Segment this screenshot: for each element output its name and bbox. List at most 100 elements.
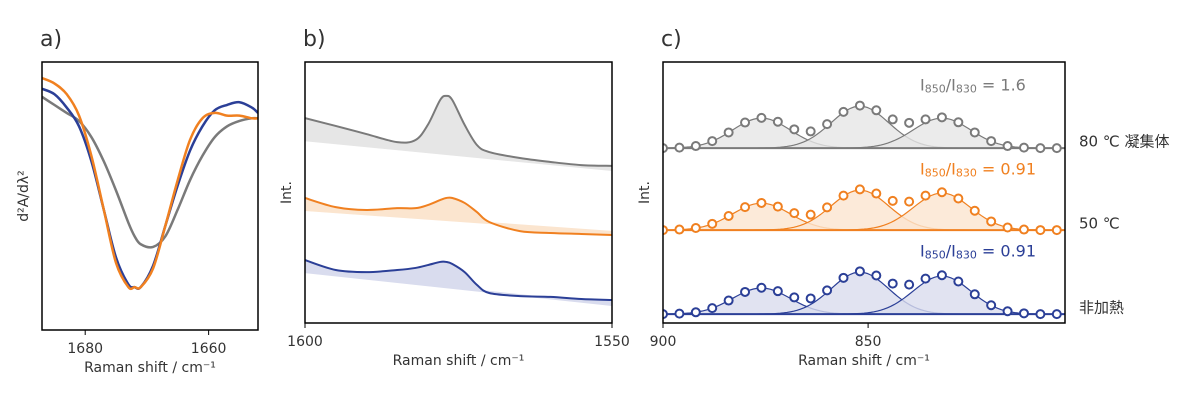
data-point	[674, 224, 685, 235]
data-point	[1035, 143, 1046, 154]
baseline	[305, 139, 612, 172]
data-point	[690, 307, 701, 318]
data-point	[707, 218, 718, 229]
data-point	[953, 117, 964, 128]
data-point	[1051, 225, 1062, 236]
data-point	[707, 136, 718, 147]
x-tick-label: 1680	[67, 341, 103, 357]
data-point	[887, 195, 898, 206]
data-point	[953, 193, 964, 204]
series-label: 80 ℃ 凝集体	[1079, 133, 1169, 151]
ratio-part: = 0.91	[977, 159, 1036, 178]
data-point	[920, 273, 931, 284]
data-point	[740, 202, 751, 213]
data-point	[805, 126, 816, 137]
data-point	[904, 117, 915, 128]
ratio-part: /I	[946, 159, 956, 178]
data-point	[690, 222, 701, 233]
data-point	[822, 119, 833, 130]
data-point	[969, 289, 980, 300]
data-point	[904, 196, 915, 207]
data-point	[871, 105, 882, 116]
data-point	[969, 205, 980, 216]
data-point	[936, 187, 947, 198]
data-point	[838, 106, 849, 117]
curve	[42, 76, 258, 291]
x-tick-label: 900	[650, 334, 677, 350]
plot-area	[305, 94, 612, 306]
curve	[42, 87, 258, 291]
panel-label: b)	[303, 27, 326, 52]
spectrum	[305, 196, 612, 237]
ratio-part: I	[920, 159, 925, 178]
data-point	[822, 202, 833, 213]
series-label: 50 ℃	[1079, 215, 1120, 233]
data-point	[1051, 143, 1062, 154]
x-tick-label: 1600	[287, 334, 323, 350]
plot-area	[663, 100, 1065, 320]
x-axis-label: Raman shift / cm⁻¹	[84, 360, 216, 376]
area	[305, 260, 612, 305]
data-point	[969, 127, 980, 138]
ratio-part: 850	[925, 248, 946, 261]
data-point	[854, 184, 865, 195]
ratio-annotation: I850/I830 = 0.91	[920, 159, 1036, 180]
panel-label: c)	[661, 27, 682, 52]
data-point	[986, 136, 997, 147]
data-point	[1018, 224, 1029, 235]
data-point	[871, 270, 882, 281]
data-point	[887, 114, 898, 125]
x-axis-label: Raman shift / cm⁻¹	[798, 353, 930, 369]
data-point	[789, 208, 800, 219]
data-point	[1018, 142, 1029, 153]
data-point	[772, 116, 783, 127]
data-point	[1051, 309, 1062, 320]
ratio-part: = 0.91	[977, 241, 1036, 260]
ratio-part: = 1.6	[977, 75, 1026, 94]
baseline	[305, 208, 612, 233]
data-point	[756, 282, 767, 293]
x-axis-label: Raman shift / cm⁻¹	[393, 353, 525, 369]
ratio-part: I	[920, 241, 925, 260]
ratio-part: 830	[956, 83, 977, 96]
x-tick-label: 850	[855, 334, 882, 350]
frame	[662, 61, 1066, 324]
data-point	[707, 303, 718, 314]
data-point	[854, 266, 865, 277]
ratio-part: 830	[956, 166, 977, 179]
ratio-annotation: I850/I830 = 0.91	[920, 241, 1036, 262]
data-point	[920, 114, 931, 125]
y-axis-label: Int.	[637, 181, 653, 204]
data-point	[723, 127, 734, 138]
data-point	[756, 197, 767, 208]
data-point	[1002, 222, 1013, 233]
data-point	[838, 190, 849, 201]
data-point	[822, 285, 833, 296]
spectrum	[305, 259, 612, 302]
data-point	[674, 142, 685, 153]
data-point	[887, 278, 898, 289]
data-point	[674, 308, 685, 319]
data-point	[838, 272, 849, 283]
panel-label: a)	[40, 27, 62, 52]
ratio-part: 850	[925, 166, 946, 179]
frame	[304, 61, 613, 324]
y-axis-label: Int.	[279, 181, 295, 204]
area	[305, 95, 612, 171]
data-point	[663, 309, 668, 320]
data-point	[663, 225, 668, 236]
data-point	[904, 279, 915, 290]
plot-area	[42, 76, 258, 291]
data-point	[740, 286, 751, 297]
frame	[41, 61, 259, 331]
data-point	[986, 216, 997, 227]
data-point	[805, 293, 816, 304]
data-point	[936, 270, 947, 281]
data-point	[723, 210, 734, 221]
data-point	[1002, 141, 1013, 152]
data-point	[690, 141, 701, 152]
data-point	[723, 295, 734, 306]
data-point	[789, 124, 800, 135]
curve	[42, 95, 258, 249]
